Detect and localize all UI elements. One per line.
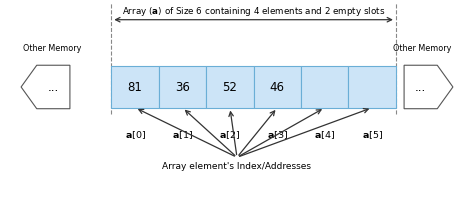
Text: $\mathbf{a}$[0]: $\mathbf{a}$[0] [125, 129, 146, 141]
Bar [159, 67, 206, 108]
Text: ...: ... [415, 81, 426, 94]
Text: $\mathbf{a}$[3]: $\mathbf{a}$[3] [267, 129, 288, 141]
Polygon shape [404, 66, 453, 109]
Text: ...: ... [48, 81, 59, 94]
Text: Other Memory: Other Memory [23, 44, 82, 53]
Polygon shape [21, 66, 70, 109]
Bar [111, 67, 159, 108]
Text: $\mathbf{a}$[4]: $\mathbf{a}$[4] [314, 129, 335, 141]
Text: 46: 46 [270, 81, 285, 94]
Text: Other Memory: Other Memory [392, 44, 451, 53]
Text: $\mathbf{a}$[5]: $\mathbf{a}$[5] [362, 129, 383, 141]
Text: 36: 36 [175, 81, 190, 94]
Bar [254, 67, 301, 108]
Bar [348, 67, 396, 108]
Bar [301, 67, 348, 108]
Text: $\mathbf{a}$[1]: $\mathbf{a}$[1] [172, 129, 193, 141]
Text: Array element's Index/Addresses: Array element's Index/Addresses [163, 161, 311, 170]
Text: 52: 52 [222, 81, 237, 94]
Text: $\mathbf{a}$[2]: $\mathbf{a}$[2] [219, 129, 240, 141]
Text: Array ($\mathbf{a}$) of Size 6 containing 4 elements and 2 empty slots: Array ($\mathbf{a}$) of Size 6 containin… [122, 5, 385, 18]
Text: 81: 81 [128, 81, 143, 94]
Bar [206, 67, 254, 108]
